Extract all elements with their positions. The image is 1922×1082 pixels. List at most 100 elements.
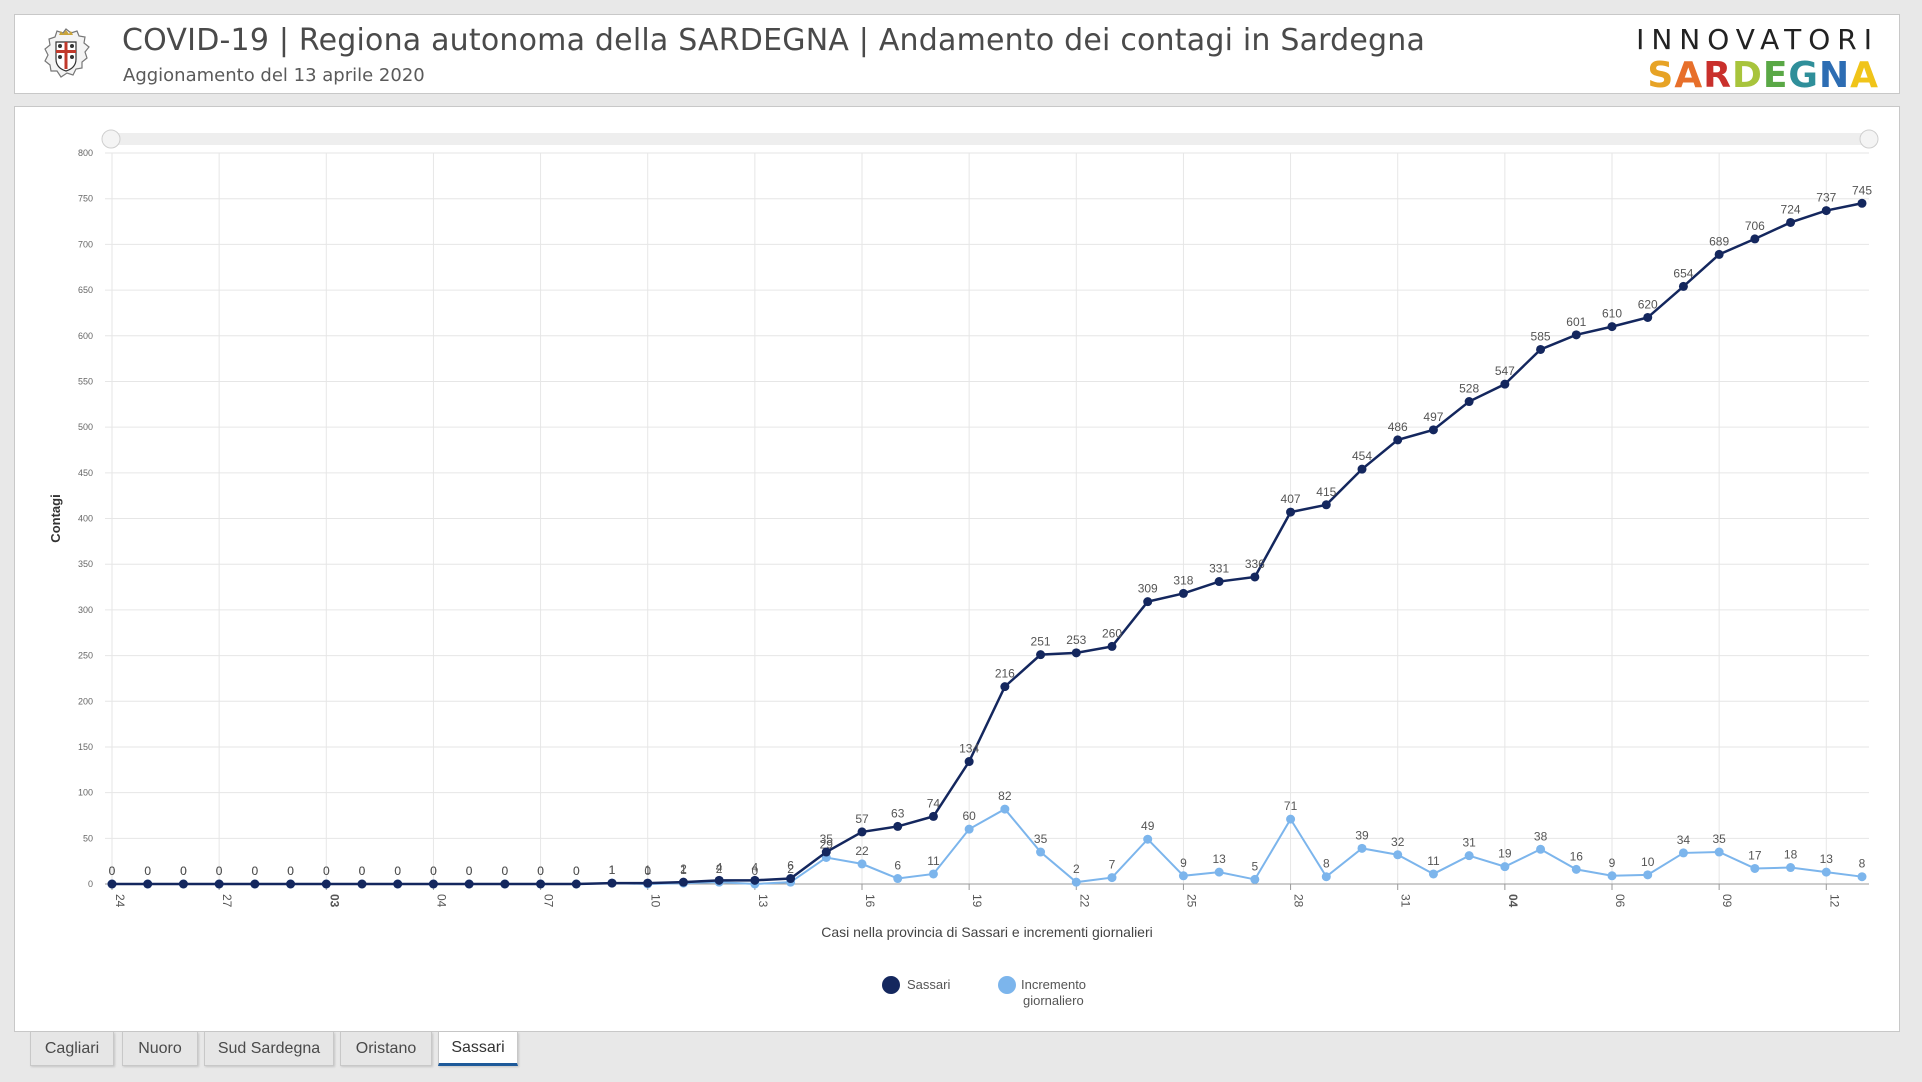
data-label: 8 <box>1323 857 1330 871</box>
data-point <box>1107 873 1117 883</box>
data-point <box>1536 844 1546 854</box>
data-point <box>1786 863 1796 873</box>
tab-sud-sardegna[interactable]: Sud Sardegna <box>204 1032 334 1066</box>
data-point <box>1714 249 1724 259</box>
navigator-handle-right[interactable] <box>1859 129 1879 149</box>
logo-letter: N <box>1818 55 1851 96</box>
data-point <box>1821 867 1831 877</box>
data-point <box>1250 874 1260 884</box>
data-label: 9 <box>1609 856 1616 870</box>
data-point <box>1857 198 1867 208</box>
y-axis-title: Contagi <box>48 494 63 542</box>
data-label: 0 <box>502 864 509 878</box>
data-point <box>1678 281 1688 291</box>
data-label: 0 <box>394 864 401 878</box>
data-point <box>1571 330 1581 340</box>
data-point <box>107 879 117 889</box>
data-point <box>1357 843 1367 853</box>
data-label: 9 <box>1180 856 1187 870</box>
data-point <box>1321 872 1331 882</box>
data-label: 0 <box>287 864 294 878</box>
data-label: 39 <box>1355 828 1369 842</box>
data-point <box>321 879 331 889</box>
sardinia-crest-icon <box>44 28 90 78</box>
data-label: 1 <box>609 863 616 877</box>
data-label: 0 <box>144 864 151 878</box>
y-tick-label: 650 <box>78 285 93 295</box>
data-label: 0 <box>109 864 116 878</box>
x-tick-label: 28 <box>1292 894 1306 908</box>
data-point <box>1214 867 1224 877</box>
x-tick-label: 07 <box>542 894 556 908</box>
data-label: 0 <box>323 864 330 878</box>
y-tick-label: 800 <box>78 148 93 158</box>
data-label: 318 <box>1173 573 1193 587</box>
data-label: 8 <box>1859 857 1866 871</box>
data-point <box>1286 507 1296 517</box>
data-label: 35 <box>1034 832 1048 846</box>
data-label: 29 <box>820 838 834 852</box>
legend-marker-sassari <box>882 976 900 994</box>
data-label: 620 <box>1638 297 1658 311</box>
x-tick-label: 06 <box>1613 894 1627 908</box>
data-point <box>500 879 510 889</box>
data-point <box>964 824 974 834</box>
data-label: 0 <box>287 864 294 878</box>
data-point <box>1214 577 1224 587</box>
x-tick-label: 09 <box>1720 894 1734 908</box>
data-point <box>536 879 546 889</box>
data-label: 528 <box>1459 382 1479 396</box>
tab-sassari[interactable]: Sassari <box>438 1032 518 1066</box>
y-tick-label: 750 <box>78 194 93 204</box>
logo-letter: A <box>1674 55 1704 96</box>
y-tick-label: 250 <box>78 651 93 661</box>
data-label: 497 <box>1423 410 1443 424</box>
data-point <box>1286 814 1296 824</box>
data-point <box>1750 863 1760 873</box>
data-label: 60 <box>962 809 976 823</box>
data-label: 0 <box>430 864 437 878</box>
data-point <box>428 879 438 889</box>
data-label: 4 <box>752 860 759 874</box>
data-point <box>1750 234 1760 244</box>
data-point <box>857 859 867 869</box>
tab-oristano[interactable]: Oristano <box>340 1032 432 1066</box>
data-label: 454 <box>1352 449 1372 463</box>
legend-marker-incremento <box>998 976 1016 994</box>
data-point <box>1036 847 1046 857</box>
tab-cagliari[interactable]: Cagliari <box>30 1032 114 1066</box>
data-point <box>357 879 367 889</box>
data-label: 63 <box>891 806 905 820</box>
data-label: 18 <box>1784 848 1798 862</box>
data-label: 547 <box>1495 364 1515 378</box>
data-point <box>250 879 260 889</box>
header-bar: COVID-19 | Regiona autonoma della SARDEG… <box>14 14 1900 96</box>
data-label: 0 <box>466 864 473 878</box>
data-point <box>1071 648 1081 658</box>
data-point <box>143 879 153 889</box>
navigator-handle-left[interactable] <box>101 129 121 149</box>
data-point <box>1321 500 1331 510</box>
data-point <box>1571 864 1581 874</box>
data-point <box>1143 597 1153 607</box>
logo-top-text: INNOVATORI <box>1636 23 1879 56</box>
data-label: 0 <box>394 864 401 878</box>
data-label: 724 <box>1781 202 1801 216</box>
data-point <box>643 878 653 888</box>
data-label: 4 <box>716 860 723 874</box>
y-tick-label: 700 <box>78 239 93 249</box>
data-label: 0 <box>430 864 437 878</box>
logo-letter: R <box>1703 55 1732 96</box>
data-point <box>1000 804 1010 814</box>
y-tick-label: 350 <box>78 559 93 569</box>
data-label: 35 <box>1712 832 1726 846</box>
data-label: 610 <box>1602 307 1622 321</box>
data-point <box>1857 872 1867 882</box>
data-label: 0 <box>573 864 580 878</box>
data-point <box>893 874 903 884</box>
legend-label-incremento: Incremento <box>1021 977 1086 992</box>
tab-nuoro[interactable]: Nuoro <box>122 1032 198 1066</box>
data-label: 0 <box>323 864 330 878</box>
data-label: 1 <box>680 863 687 877</box>
y-tick-label: 200 <box>78 696 93 706</box>
